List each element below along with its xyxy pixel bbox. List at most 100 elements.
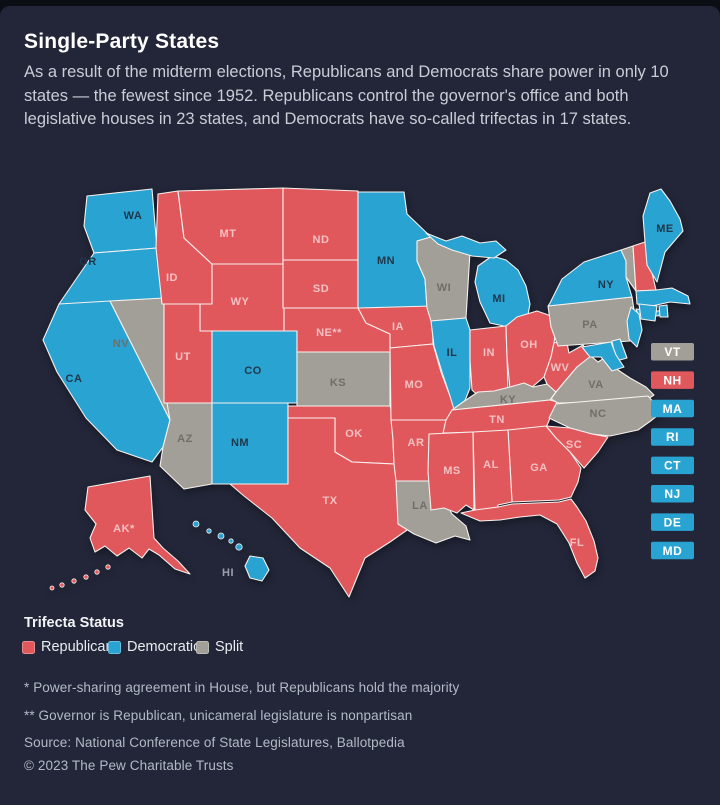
state-label-id: ID	[166, 272, 178, 284]
legend-item-split: Split	[196, 639, 243, 655]
small-state-tag-label-vt: VT	[664, 345, 681, 359]
state-ny	[547, 249, 633, 307]
small-state-tag-label-nh: NH	[663, 373, 681, 387]
small-state-tag-ma	[651, 399, 694, 418]
state-island-ak	[83, 574, 89, 580]
state-label-co: CO	[244, 365, 262, 377]
small-state-tag-nh	[651, 371, 694, 389]
small-state-tag-vt	[651, 343, 694, 361]
state-label-hi: HI	[222, 567, 234, 579]
source-line: Source: National Conference of State Leg…	[24, 735, 405, 750]
state-mi	[474, 255, 531, 328]
small-state-tag-label-ct: CT	[664, 459, 681, 473]
state-ri	[658, 304, 669, 318]
small-state-tag-de	[651, 513, 694, 531]
state-island-ak	[59, 582, 65, 588]
state-wa	[83, 188, 158, 254]
footnote-unicameral: ** Governor is Republican, unicameral le…	[24, 708, 413, 723]
state-label-nv: NV	[113, 338, 129, 350]
infographic-card: Single-Party States As a result of the m…	[0, 6, 720, 805]
state-nd	[282, 187, 359, 261]
state-nm	[211, 402, 289, 485]
state-island-hi	[235, 543, 243, 551]
state-tx	[229, 417, 411, 598]
intro-text: As a result of the midterm elections, Re…	[24, 63, 669, 128]
state-label-pa: PA	[582, 319, 597, 331]
map-states-layer	[42, 187, 691, 598]
state-label-il: IL	[447, 347, 458, 359]
small-state-tag-label-ri: RI	[666, 430, 679, 444]
state-in	[469, 325, 509, 400]
state-label-mi: MI	[492, 293, 505, 305]
state-label-ca: CA	[66, 373, 83, 385]
legend-title: Trifecta Status	[24, 615, 124, 631]
state-ma	[635, 287, 691, 307]
state-al	[472, 429, 513, 515]
state-island-hi	[206, 528, 212, 534]
state-label-az: AZ	[177, 433, 193, 445]
state-label-nd: ND	[313, 234, 330, 246]
state-label-mo: MO	[405, 379, 424, 391]
state-label-ar: AR	[408, 437, 425, 449]
trifecta-legend: Republican Democratic Split	[0, 639, 720, 659]
state-island-ak	[94, 569, 100, 575]
state-label-in: IN	[483, 347, 495, 359]
state-island-ak	[105, 564, 111, 570]
small-state-tag-label-de: DE	[664, 515, 682, 529]
state-label-ne: NE**	[316, 327, 342, 339]
state-fl	[460, 498, 599, 579]
state-me	[642, 188, 684, 283]
state-label-sd: SD	[313, 283, 329, 295]
state-island-ak	[49, 585, 55, 591]
state-label-va: VA	[588, 379, 603, 391]
state-label-or: OR	[79, 256, 97, 268]
small-state-tag-ri	[651, 428, 694, 446]
legend-label: Democratic	[127, 639, 201, 655]
state-label-ga: GA	[530, 462, 548, 474]
small-state-tag-nj	[651, 485, 694, 503]
small-state-tag-label-nj: NJ	[664, 487, 680, 501]
state-island-ak	[71, 578, 77, 584]
page-title: Single-Party States	[24, 30, 220, 53]
footnote-power-sharing: * Power-sharing agreement in House, but …	[24, 680, 460, 695]
state-label-nc: NC	[590, 408, 607, 420]
legend-item-democratic: Democratic	[108, 639, 200, 655]
democratic-swatch-icon	[108, 640, 121, 654]
state-label-wa: WA	[124, 210, 143, 222]
us-trifecta-map: WA OR CA NV ID MT WY UT CO AZ NM ND SD NE** KS OK TX MN IA…	[42, 187, 694, 598]
state-label-oh: OH	[520, 339, 538, 351]
state-label-fl: FL	[570, 537, 584, 549]
state-label-ky: KY	[500, 394, 516, 406]
state-nj	[626, 306, 643, 348]
state-label-me: ME	[656, 223, 674, 235]
small-state-tag-md	[651, 541, 694, 560]
republican-swatch-icon	[22, 640, 35, 654]
split-swatch-icon	[196, 640, 209, 654]
legend-item-republican: Republican	[22, 639, 114, 655]
state-label-al: AL	[483, 459, 499, 471]
small-state-tag-label-ma: MA	[663, 402, 683, 416]
state-label-la: LA	[412, 500, 428, 512]
state-label-nm: NM	[231, 437, 249, 449]
state-label-ok: OK	[345, 428, 363, 440]
state-vt	[620, 245, 637, 292]
state-island-hi	[217, 532, 225, 540]
legend-label: Republican	[41, 639, 114, 655]
state-label-wi: WI	[437, 282, 451, 294]
state-label-sc: SC	[566, 439, 582, 451]
state-label-ny: NY	[598, 279, 614, 291]
state-label-ak: AK*	[113, 523, 135, 535]
legend-label: Split	[215, 639, 244, 655]
state-island-hi	[192, 520, 200, 528]
state-hi	[244, 555, 270, 582]
state-label-tn: TN	[489, 414, 505, 426]
state-label-tx: TX	[322, 495, 337, 507]
state-label-ut: UT	[175, 351, 191, 363]
state-label-ms: MS	[443, 465, 461, 477]
small-state-tag-ct	[651, 456, 694, 475]
state-label-mn: MN	[377, 255, 395, 267]
state-label-mt: MT	[220, 228, 237, 240]
state-ct	[638, 303, 658, 322]
state-md	[581, 341, 625, 372]
small-state-tag-label-md: MD	[663, 544, 683, 558]
